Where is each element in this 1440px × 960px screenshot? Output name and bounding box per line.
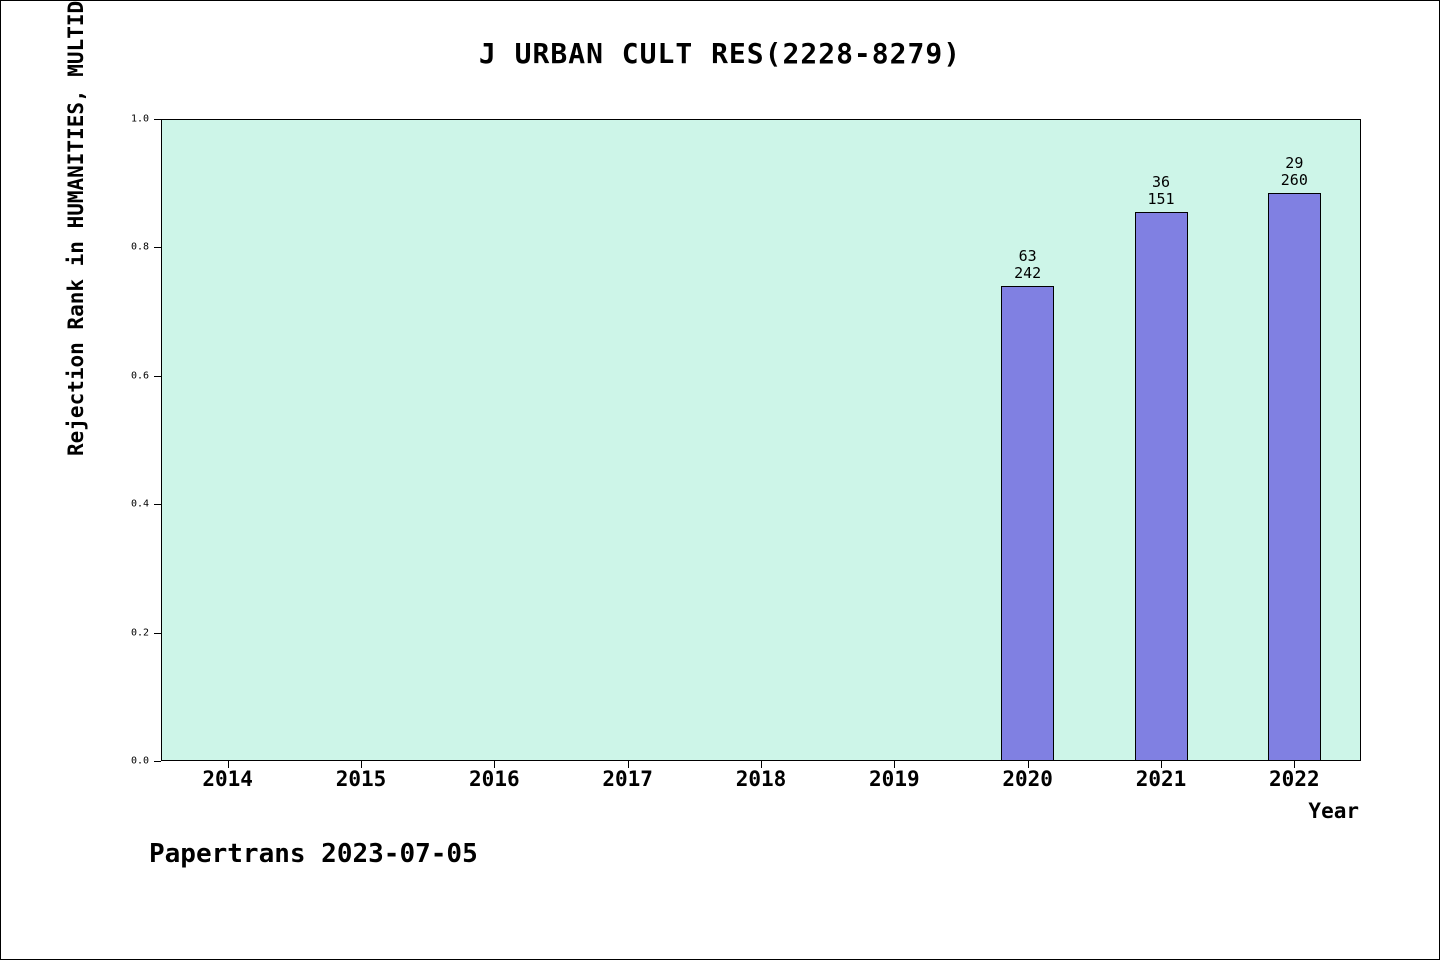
x-tick-label-2021: 2021	[1135, 767, 1187, 791]
x-tick-label-2018: 2018	[735, 767, 787, 791]
bar-annotation-2020: 63 242	[1014, 246, 1042, 282]
bar-2020	[1001, 285, 1055, 761]
x-axis-label: Year	[1308, 799, 1359, 823]
bar-annotation-2021: 36 151	[1147, 173, 1175, 209]
chart-title: J URBAN CULT RES(2228-8279)	[478, 37, 962, 70]
y-tick-mark	[154, 761, 161, 762]
bar-2021	[1134, 212, 1188, 761]
x-tick-label-2019: 2019	[869, 767, 920, 791]
y-tick-label: 0.6	[130, 370, 149, 382]
y-tick-label: 0.4	[130, 498, 149, 510]
y-tick-mark	[154, 632, 161, 634]
y-tick-label: 1.0	[130, 113, 149, 125]
x-tick-mark	[361, 761, 362, 768]
x-tick-mark	[1294, 761, 1296, 768]
x-tick-mark	[227, 761, 229, 768]
y-tick-mark	[154, 247, 161, 249]
x-tick-mark	[627, 761, 629, 768]
x-tick-label-2014: 2014	[202, 767, 253, 791]
x-tick-mark	[894, 761, 896, 768]
x-tick-mark	[761, 761, 762, 768]
x-tick-mark	[1027, 761, 1029, 768]
x-tick-label-2017: 2017	[602, 767, 653, 791]
x-tick-mark	[494, 761, 496, 768]
x-tick-mark	[1161, 761, 1162, 768]
x-tick-label-2022: 2022	[1269, 767, 1320, 791]
x-tick-label-2015: 2015	[335, 767, 387, 791]
x-tick-label-2016: 2016	[469, 767, 520, 791]
bar-2022	[1267, 192, 1321, 761]
y-tick-mark	[154, 504, 161, 506]
y-tick-label: 0.2	[130, 627, 149, 639]
bar-annotation-2022: 29 260	[1280, 153, 1308, 189]
y-tick-mark	[154, 375, 161, 377]
watermark-text: Papertrans 2023-07-05	[149, 839, 478, 869]
x-tick-label-2020: 2020	[1002, 767, 1053, 791]
y-tick-mark	[154, 119, 161, 120]
y-tick-label: 0.0	[130, 755, 149, 767]
y-tick-label: 0.8	[130, 241, 149, 253]
